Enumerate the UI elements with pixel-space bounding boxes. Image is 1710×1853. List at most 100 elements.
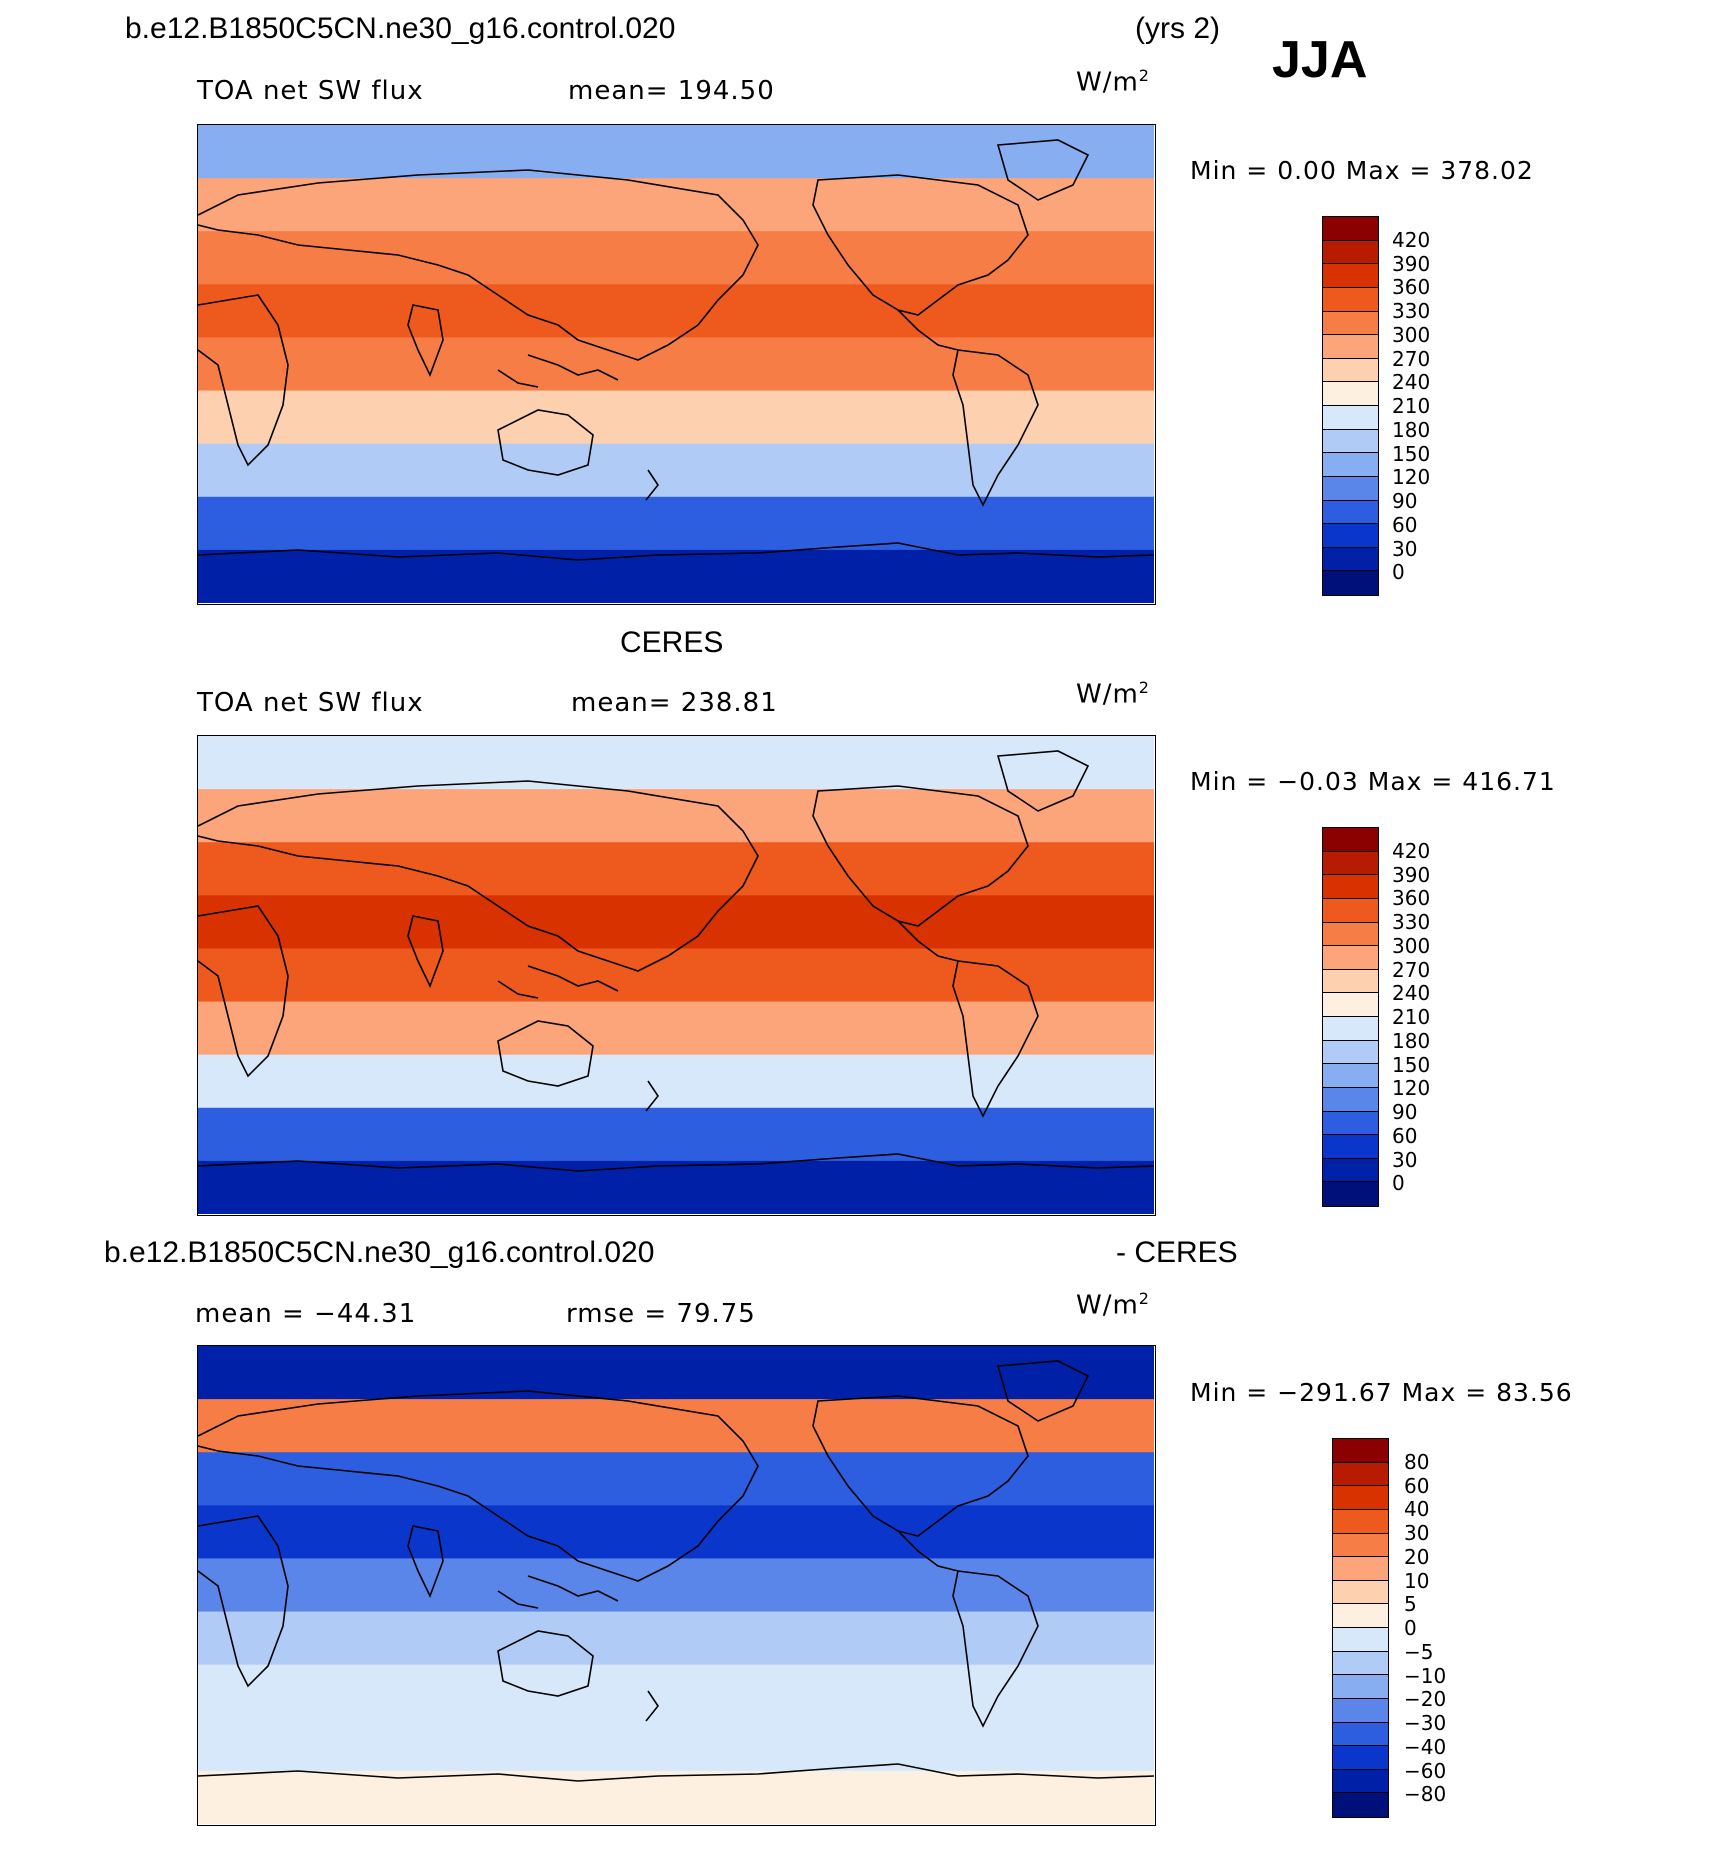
colorbar-swatch <box>1333 1675 1388 1699</box>
map-band-subtropic_south <box>198 1611 1154 1666</box>
colorbar-tick-label: 300 <box>1392 322 1431 347</box>
colorbar-swatch <box>1323 1087 1378 1112</box>
colorbar-swatch <box>1333 1604 1388 1628</box>
coastline <box>897 309 959 351</box>
map-band-subtropic_south <box>198 1001 1154 1056</box>
map-band-high_south <box>198 1107 1154 1162</box>
colorbar-tick-label: −80 <box>1404 1782 1447 1807</box>
panel2-colorbar <box>1322 827 1379 1207</box>
coastline <box>497 354 619 388</box>
colorbar-swatch <box>1323 406 1378 430</box>
map-band-polar_north <box>198 125 1154 180</box>
colorbar-swatch <box>1333 1746 1388 1770</box>
coastline <box>407 1525 444 1599</box>
colorbar-tick-label: 20 <box>1404 1544 1430 1569</box>
coastline <box>407 915 444 989</box>
colorbar-tick-label: 0 <box>1392 1171 1405 1196</box>
colorbar-swatch <box>1333 1439 1388 1463</box>
panel2-map <box>197 735 1156 1216</box>
colorbar-tick-label: 390 <box>1392 862 1431 887</box>
map-band-subtropic_north <box>198 895 1154 950</box>
colorbar-swatch <box>1323 1064 1378 1088</box>
coastline <box>407 304 444 378</box>
colorbar-tick-label: 150 <box>1392 1052 1431 1077</box>
map-band-high_south <box>198 1717 1154 1772</box>
colorbar-swatch <box>1323 429 1378 454</box>
colorbar-tick-label: 180 <box>1392 1028 1431 1053</box>
coastline <box>497 1020 594 1087</box>
coastline <box>952 349 1039 507</box>
coastline <box>497 409 594 476</box>
case-title: b.e12.B1850C5CN.ne30_g16.control.020 <box>125 12 676 45</box>
colorbar-tick-label: −30 <box>1404 1711 1447 1735</box>
colorbar-swatch <box>1323 993 1378 1017</box>
map-band-high_south <box>198 496 1154 551</box>
colorbar-swatch <box>1333 1628 1388 1652</box>
panel3-minmax: Min = −291.67 Max = 83.56 <box>1190 1378 1573 1407</box>
panel3-units: W/m2 <box>1076 1289 1150 1321</box>
colorbar-swatch <box>1323 1111 1378 1136</box>
panel3-colorbar <box>1332 1438 1389 1818</box>
panel1-units: W/m2 <box>1076 66 1150 98</box>
map-band-mid_south <box>198 443 1154 498</box>
coastline <box>996 750 1090 812</box>
colorbar-tick-label: 180 <box>1392 417 1431 442</box>
panel3-map-svg <box>198 1346 1154 1824</box>
panel3-title-left: b.e12.B1850C5CN.ne30_g16.control.020 <box>104 1236 655 1269</box>
colorbar-tick-label: 30 <box>1404 1521 1430 1545</box>
colorbar-tick-label: 330 <box>1392 910 1431 934</box>
panel3-title-right: - CERES <box>1116 1236 1238 1269</box>
colorbar-tick-label: 300 <box>1392 933 1431 958</box>
colorbar-tick-label: 360 <box>1392 886 1431 911</box>
colorbar-swatch <box>1333 1793 1388 1817</box>
colorbar-tick-label: 40 <box>1404 1497 1430 1522</box>
colorbar-tick-label: −60 <box>1404 1758 1447 1783</box>
colorbar-swatch <box>1323 946 1378 970</box>
coastline <box>198 1763 1154 1782</box>
map-band-equator <box>198 1558 1154 1613</box>
colorbar-tick-label: 10 <box>1404 1568 1430 1593</box>
map-band-polar_north <box>198 736 1154 791</box>
colorbar-tick-label: 120 <box>1392 465 1431 490</box>
panel2-minmax: Min = −0.03 Max = 416.71 <box>1190 767 1556 796</box>
coastline <box>198 294 289 467</box>
colorbar-tick-label: 420 <box>1392 838 1431 863</box>
panel3-rmse: rmse = 79.75 <box>566 1299 756 1329</box>
coastline <box>198 780 759 972</box>
panel1-mean: mean= 194.50 <box>568 76 775 106</box>
coastline <box>645 1690 659 1722</box>
season-label: JJA <box>1272 31 1368 89</box>
coastline <box>198 1515 289 1688</box>
coastline <box>952 1570 1039 1728</box>
colorbar-tick-label: 90 <box>1392 1100 1418 1124</box>
panel1-minmax: Min = 0.00 Max = 378.02 <box>1190 156 1534 185</box>
colorbar-tick-label: 420 <box>1392 227 1431 252</box>
map-band-mid_north <box>198 842 1154 897</box>
coastline <box>497 965 619 999</box>
coastline <box>198 905 289 1078</box>
panel1-map <box>197 124 1156 605</box>
coastline <box>497 1630 594 1697</box>
coastline <box>952 960 1039 1118</box>
colorbar-tick-label: 30 <box>1392 1147 1418 1172</box>
colorbar-tick-label: 0 <box>1404 1616 1417 1640</box>
colorbar-swatch <box>1323 1182 1378 1206</box>
colorbar-swatch <box>1323 335 1378 359</box>
panel2-title: CERES <box>620 626 724 659</box>
colorbar-swatch <box>1333 1462 1388 1487</box>
map-band-mid_south <box>198 1054 1154 1109</box>
panel1-variable: TOA net SW flux <box>197 76 424 106</box>
colorbar-swatch <box>1323 524 1378 548</box>
coastline <box>812 1395 1029 1537</box>
colorbar-swatch <box>1323 1040 1378 1065</box>
colorbar-tick-label: 270 <box>1392 957 1431 982</box>
colorbar-swatch <box>1333 1533 1388 1558</box>
colorbar-swatch <box>1323 476 1378 501</box>
panel2-variable: TOA net SW flux <box>197 688 424 718</box>
colorbar-swatch <box>1323 1017 1378 1041</box>
coastline <box>996 139 1090 201</box>
map-band-equator <box>198 948 1154 1003</box>
colorbar-swatch <box>1333 1722 1388 1747</box>
colorbar-swatch <box>1323 453 1378 477</box>
map-band-subtropic_north <box>198 284 1154 339</box>
